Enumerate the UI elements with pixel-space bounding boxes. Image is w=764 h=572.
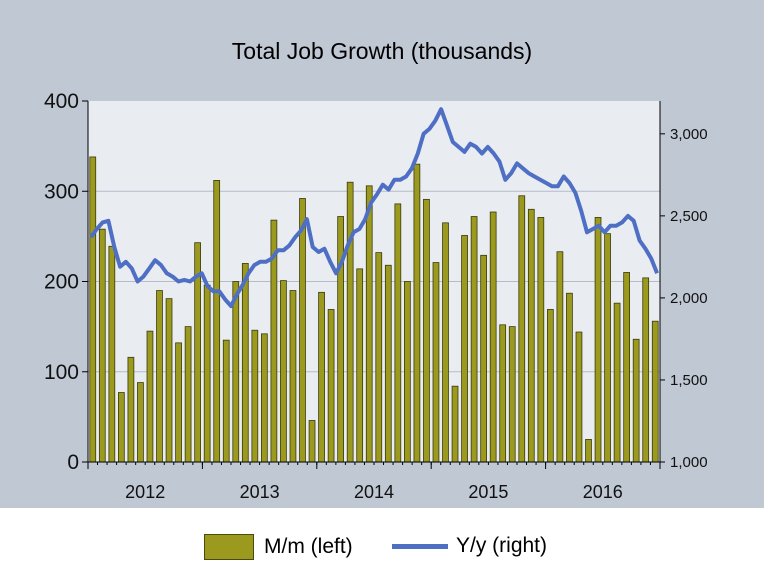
- bar: [213, 180, 221, 463]
- bar: [375, 252, 383, 463]
- bar: [308, 420, 316, 463]
- bar: [89, 156, 97, 463]
- bar: [566, 292, 573, 463]
- bar: [251, 329, 259, 463]
- yy-line: [89, 107, 659, 309]
- bar: [461, 235, 468, 463]
- bar: [337, 216, 344, 463]
- bar: [346, 181, 354, 463]
- bar: [556, 251, 564, 463]
- bar: [165, 298, 173, 463]
- bar: [451, 385, 459, 463]
- bar: [156, 290, 163, 463]
- left-tick-label: 200: [44, 271, 79, 294]
- chart-title: Total Job Growth (thousands): [231, 38, 533, 64]
- bar: [623, 272, 630, 463]
- bar: [442, 222, 449, 463]
- bar: [241, 263, 249, 463]
- bar: [175, 342, 182, 463]
- legend-item-mm: M/m (left): [204, 534, 353, 560]
- chart-svg: 0 100 200 300 400 1,000 1,500 2,000 2,500 3,000 20…: [44, 90, 708, 502]
- bar: [470, 216, 478, 463]
- bar: [423, 198, 430, 463]
- x-tick-label: 2016: [583, 482, 623, 502]
- right-tick-label: 2,000: [670, 290, 708, 307]
- bar: [394, 203, 402, 463]
- bar: [527, 208, 535, 463]
- bar: [518, 195, 526, 463]
- bar: [508, 326, 516, 463]
- legend-item-yy: Y/y (right): [392, 534, 547, 558]
- right-tick-label: 3,000: [670, 126, 708, 143]
- legend-line-swatch: [392, 543, 448, 549]
- bar: [203, 284, 211, 463]
- bar: [384, 264, 392, 463]
- bar: [604, 233, 611, 463]
- right-tick-label: 1,500: [670, 372, 708, 389]
- bar: [146, 330, 154, 463]
- bar: [318, 291, 325, 463]
- bar: [222, 339, 230, 463]
- right-tick-label: 1,000: [670, 454, 708, 471]
- bar: [594, 217, 602, 463]
- bar: [613, 302, 621, 463]
- bar: [137, 382, 144, 463]
- legend-label-yy: Y/y (right): [456, 534, 548, 557]
- x-tick-label: 2014: [354, 482, 394, 502]
- bar: [585, 439, 592, 463]
- bar: [575, 331, 583, 463]
- bar: [98, 228, 106, 463]
- bar: [537, 217, 545, 463]
- bar-series: [89, 156, 659, 463]
- bar: [356, 268, 364, 463]
- axes: [82, 100, 665, 469]
- bar: [118, 392, 125, 463]
- left-tick-label: 100: [44, 361, 79, 384]
- right-tick-label: 2,500: [670, 208, 708, 225]
- bar: [651, 320, 659, 463]
- bar: [432, 262, 440, 463]
- line-series: [89, 107, 659, 309]
- legend-label-mm: M/m (left): [264, 535, 353, 558]
- bar: [327, 309, 335, 463]
- bar: [642, 277, 650, 463]
- bar: [289, 290, 297, 463]
- bar: [480, 254, 487, 463]
- bar: [108, 245, 116, 463]
- bar: [127, 356, 135, 463]
- bar: [547, 309, 554, 463]
- bar: [232, 281, 240, 463]
- legend-area: [0, 508, 764, 572]
- bar: [404, 281, 411, 463]
- bar: [365, 185, 373, 463]
- x-tick-label: 2012: [125, 482, 165, 502]
- bar: [280, 280, 287, 463]
- tick-labels: 0 100 200 300 400 1,000 1,500 2,000 2,500 3,000 20…: [44, 90, 708, 502]
- legend-bar-swatch: [204, 534, 254, 560]
- bar: [184, 326, 192, 463]
- bar: [261, 333, 268, 463]
- left-tick-label: 300: [44, 180, 79, 203]
- bar: [489, 211, 497, 463]
- bar: [499, 324, 507, 463]
- left-tick-label: 0: [67, 451, 79, 474]
- x-tick-label: 2015: [468, 482, 508, 502]
- bar: [632, 338, 640, 463]
- x-tick-label: 2013: [240, 482, 280, 502]
- left-tick-label: 400: [44, 90, 79, 113]
- bar: [413, 163, 421, 463]
- bar: [299, 198, 306, 463]
